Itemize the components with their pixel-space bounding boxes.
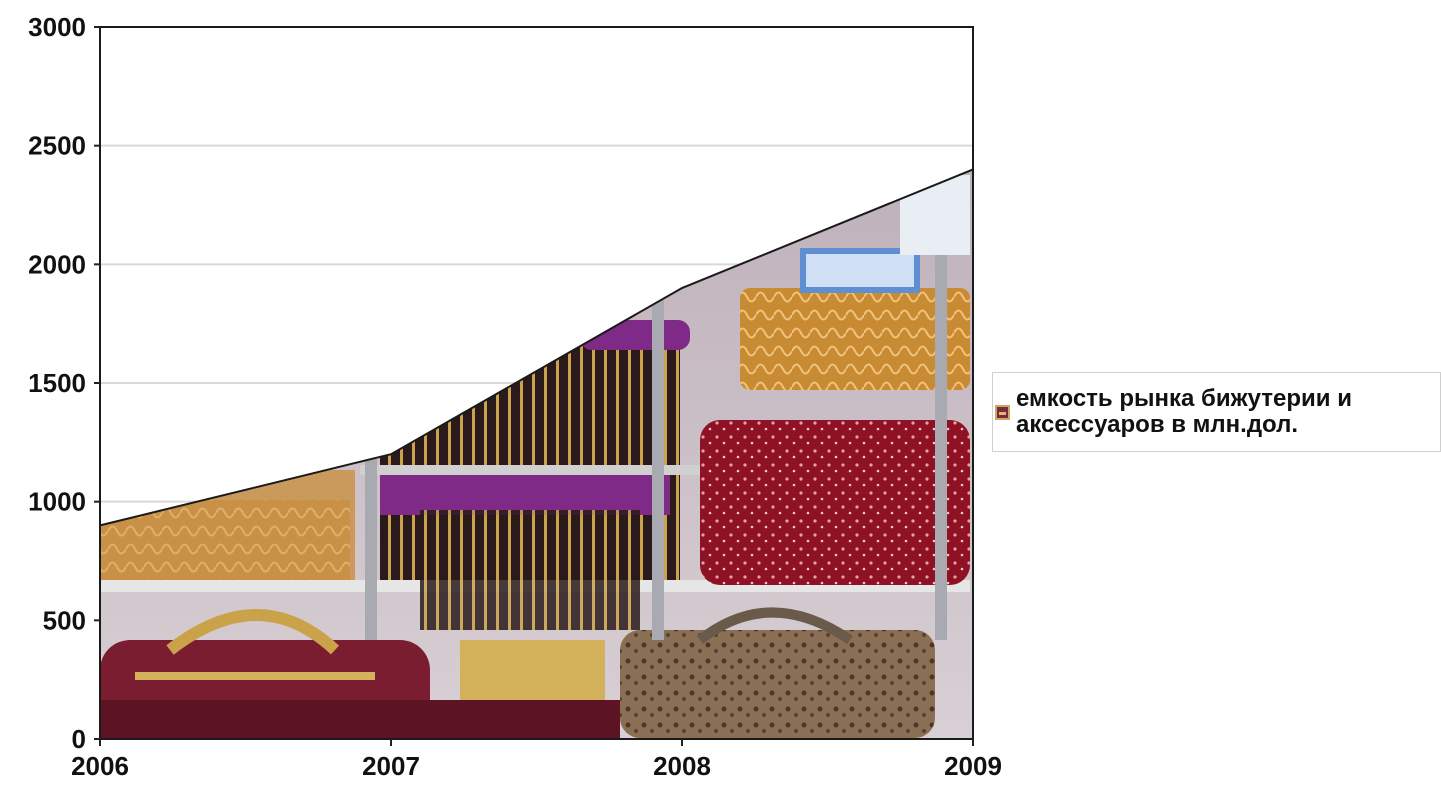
x-tick-label: 2009 — [944, 751, 1002, 781]
y-tick-label: 2000 — [28, 249, 86, 279]
x-tick-label: 2007 — [362, 751, 420, 781]
legend-label: емкость рынка бижутерии и аксессуаров в … — [1016, 385, 1352, 438]
y-axis-ticks: 0 500 1000 1500 2000 2500 3000 — [28, 12, 100, 754]
y-tick-label: 2500 — [28, 131, 86, 161]
y-tick-label: 500 — [43, 605, 86, 635]
x-tick-label: 2006 — [71, 751, 129, 781]
y-tick-label: 0 — [72, 724, 86, 754]
x-tick-label: 2008 — [653, 751, 711, 781]
area-series-outline — [99, 168, 974, 527]
legend: емкость рынка бижутерии и аксессуаров в … — [992, 372, 1441, 452]
legend-swatch-icon — [995, 404, 1010, 420]
y-tick-label: 3000 — [28, 12, 86, 42]
y-tick-label: 1000 — [28, 487, 86, 517]
y-tick-label: 1500 — [28, 368, 86, 398]
x-axis-ticks: 2006 2007 2008 2009 — [71, 739, 1002, 781]
